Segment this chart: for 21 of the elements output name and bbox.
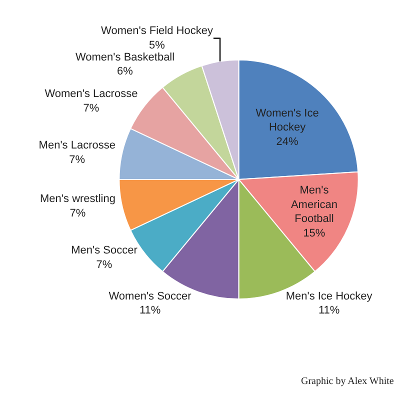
slice-label: Women's Soccer <box>108 290 192 302</box>
data-label: 15% <box>303 228 326 240</box>
slice-label: Women's Lacrosse <box>44 88 138 100</box>
data-label: 7% <box>83 102 100 114</box>
slice-label: Men's Ice Hockey <box>286 290 373 302</box>
slice-label: Women's Basketball <box>75 51 175 64</box>
slice-label: Men's Soccer <box>71 244 138 257</box>
slice-label: Men's wrestling <box>40 192 116 205</box>
data-label: 5% <box>149 39 166 52</box>
data-label: 24% <box>276 136 299 148</box>
slice-label: Women's Ice Hockey <box>256 107 319 134</box>
slice-label: Women's Field Hockey <box>101 25 214 38</box>
data-label: 11% <box>318 304 340 317</box>
data-label: 7% <box>69 154 86 166</box>
slice-label: Men's American Football <box>290 184 338 226</box>
text: Graphic by Alex White <box>301 376 394 387</box>
data-label: 6% <box>117 66 134 78</box>
data-label: 7% <box>96 258 112 271</box>
slice-label: Men's Lacrosse <box>38 140 116 152</box>
data-label: 11% <box>139 304 161 317</box>
data-label: 7% <box>70 207 86 220</box>
